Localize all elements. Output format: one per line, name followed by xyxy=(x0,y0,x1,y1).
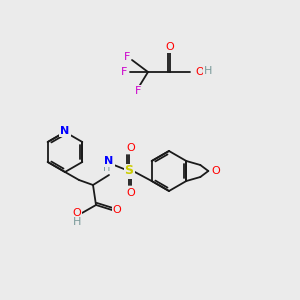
Text: H: H xyxy=(204,66,212,76)
Text: F: F xyxy=(121,67,127,77)
Text: H: H xyxy=(103,163,111,173)
Text: O: O xyxy=(211,166,220,176)
Text: O: O xyxy=(127,188,135,198)
Text: S: S xyxy=(124,164,134,178)
Text: O: O xyxy=(195,67,204,77)
Text: F: F xyxy=(124,52,130,62)
Text: O: O xyxy=(166,42,174,52)
Text: F: F xyxy=(135,86,141,96)
Text: O: O xyxy=(112,205,122,215)
Text: H: H xyxy=(73,217,81,227)
Text: O: O xyxy=(73,208,81,218)
Text: O: O xyxy=(127,143,135,153)
Text: N: N xyxy=(60,126,70,136)
Text: N: N xyxy=(104,156,114,166)
